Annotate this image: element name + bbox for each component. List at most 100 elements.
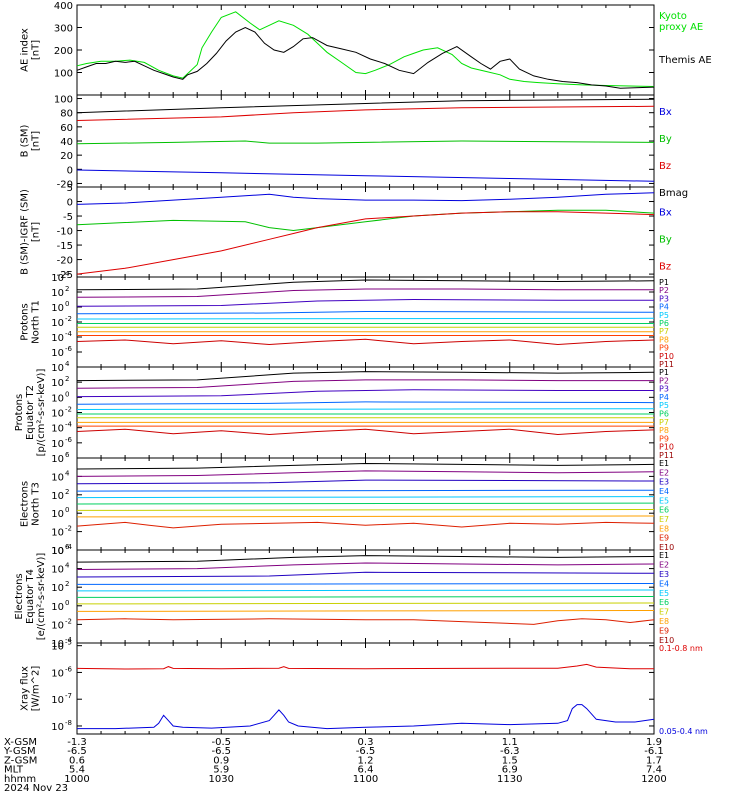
y-axis-label-line: [e/(cm²-s-sr-keV)] — [36, 553, 47, 641]
y-tick-label: 60 — [60, 123, 73, 134]
ephemeris-value: 1100 — [353, 774, 378, 785]
panel-8: 10-5 10-6 10-7 10-8 Xray flux [W/m^2] 0.1-0.8 … — [20, 639, 709, 736]
ephemeris-value: 0.3 — [358, 737, 374, 748]
y-tick-label: 300 — [54, 24, 73, 35]
legend-label: P7 — [659, 327, 669, 336]
y-tick-label: 10-6 — [51, 665, 72, 679]
y-tick-label: 0 — [67, 198, 73, 209]
y-tick-label: 400 — [54, 1, 73, 12]
ephemeris-row-label: Z-GSM — [4, 755, 37, 766]
legend-label: E4 — [659, 579, 669, 588]
y-tick-label: 80 — [60, 109, 73, 120]
y-tick-label: 104 — [51, 270, 70, 284]
series-line-p3 — [76, 298, 654, 307]
date-label: 2024 Nov 23 — [4, 783, 68, 794]
series-line-by — [76, 140, 655, 145]
series-line-e6 — [76, 502, 655, 505]
y-axis-label: B (SM) [nT] — [20, 124, 42, 157]
ephemeris-value: 1030 — [209, 774, 234, 785]
y-tick-label: 10-2 — [51, 315, 72, 329]
y-axis-label-line: Electrons — [14, 573, 25, 619]
y-tick-label: 10-2 — [51, 525, 72, 539]
y-axis-label: AE index [nT] — [20, 28, 42, 72]
y-tick-label: -25 — [57, 270, 73, 281]
y-tick-label: 100 — [51, 599, 69, 613]
ephemeris-value: 5.9 — [213, 765, 229, 776]
legend-label: P9 — [659, 344, 669, 353]
ephemeris-value: 1200 — [641, 774, 666, 785]
series-line-themis-ae — [76, 26, 655, 89]
y-tick-label: 10-8 — [51, 719, 72, 733]
series-line-e8 — [76, 610, 655, 612]
ephemeris-value: -6.3 — [500, 746, 520, 757]
y-tick-label: -5 — [63, 212, 73, 223]
series-line-p4 — [76, 310, 655, 315]
legend-label: Bz — [659, 262, 671, 273]
series-line-e5 — [76, 589, 655, 592]
legend-label: E1 — [659, 459, 669, 468]
legend-label: E10 — [659, 636, 674, 645]
series-line-e3 — [76, 571, 655, 578]
legend-label: P4 — [659, 393, 669, 402]
series-line-p1 — [76, 279, 655, 291]
ephemeris-value: 6.4 — [358, 765, 374, 776]
legend-label: P8 — [659, 426, 669, 435]
panel-3: 5 0 -5 -10 -15 -20 -25 B (SM)-IGRF (SM) [nT] Bx By… — [20, 183, 672, 281]
y-tick-label: 10-2 — [51, 617, 72, 631]
series-line-bx — [76, 192, 655, 205]
legend-label: E2 — [659, 468, 669, 477]
series-line-e6 — [76, 596, 655, 598]
y-axis-label: Electrons Equator T4 [e/(cm²-s-sr-keV)] — [14, 553, 47, 641]
legend-label: P10 — [659, 352, 674, 361]
y-axis-label-line: Equator T2 — [25, 385, 36, 440]
y-axis-label-line: Protons — [20, 303, 31, 340]
y-tick-label: -20 — [57, 256, 73, 267]
y-tick-label: 20 — [60, 151, 73, 162]
y-tick-label: 10-5 — [51, 639, 72, 653]
legend-label: E6 — [659, 598, 669, 607]
y-axis-label: Protons Equator T2 [p/(cm²-s-sr-keV)] — [14, 369, 47, 457]
legend-label: By — [659, 235, 672, 246]
y-tick-label: 100 — [54, 69, 73, 80]
y-axis-label: B (SM)-IGRF (SM) [nT] — [20, 189, 42, 275]
y-axis-label-line: [nT] — [31, 40, 42, 60]
panel-frame — [76, 276, 655, 368]
legend-label: E10 — [659, 543, 674, 552]
series-line-p5 — [76, 408, 655, 410]
y-tick-label: 106 — [51, 543, 70, 557]
y-tick-label: 5 — [67, 183, 73, 194]
y-tick-label: 106 — [51, 451, 70, 465]
y-tick-label: 102 — [51, 580, 69, 594]
y-tick-label: 10-4 — [51, 330, 72, 344]
series-line-p2 — [76, 288, 654, 298]
legend-label: P3 — [659, 294, 669, 303]
series-line-bmag — [76, 98, 655, 114]
series-line-p1 — [76, 371, 655, 382]
series-line-by — [76, 209, 655, 232]
ephemeris-value: 1000 — [64, 774, 89, 785]
y-axis-label: Protons North T1 — [20, 300, 42, 344]
y-axis-label-line: Equator T4 — [25, 569, 36, 624]
legend-label: E3 — [659, 478, 669, 487]
series-line-e2 — [76, 470, 655, 477]
panel-2: 100 80 60 40 20 0 -20 B (SM) [nT] Bx By Bz Bmag — [20, 94, 688, 199]
legend-label: P2 — [659, 286, 669, 295]
legend-label: proxy AE — [659, 22, 703, 33]
series-line-e7 — [76, 602, 655, 605]
ephemeris-row-label: MLT — [4, 765, 24, 776]
legend-label: E7 — [659, 515, 669, 524]
legend-label: Bx — [659, 208, 672, 219]
y-tick-label: 102 — [51, 285, 69, 299]
ephemeris-value: -6.1 — [644, 746, 664, 757]
ephemeris-value: 1.1 — [502, 737, 518, 748]
legend-label: P3 — [659, 385, 669, 394]
series-line-p4 — [76, 401, 655, 405]
y-tick-label: 100 — [51, 390, 69, 404]
y-axis-label-line: Xray flux — [20, 666, 31, 711]
legend-label: Bmag — [659, 188, 688, 199]
legend-label: E8 — [659, 617, 669, 626]
